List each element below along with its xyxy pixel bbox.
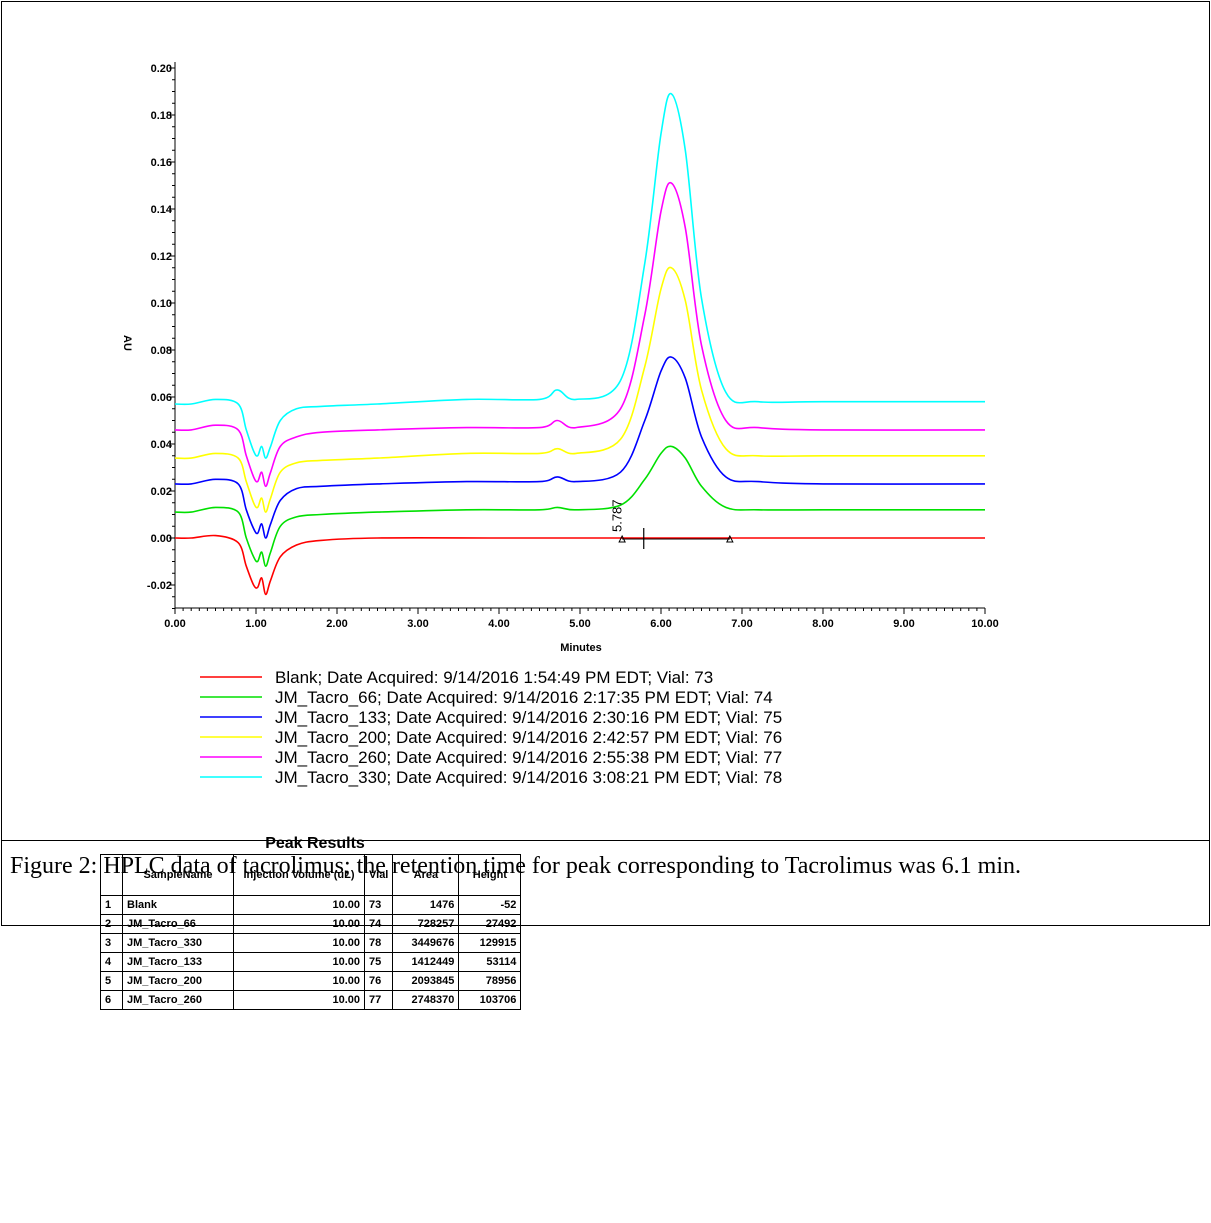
table-cell: 10.00 bbox=[233, 990, 365, 1010]
column-header: SampleName bbox=[122, 854, 234, 896]
peak-annotation: 5.787 bbox=[610, 499, 734, 549]
series-line-5 bbox=[174, 181, 986, 488]
x-tick-label: 7.00 bbox=[731, 618, 752, 630]
series-line-4 bbox=[174, 266, 985, 513]
table-cell: 4 bbox=[100, 952, 123, 972]
table-cell: 27492 bbox=[458, 914, 522, 934]
caption-panel: Figure 2: HPLC data of tacrolimus; the r… bbox=[1, 840, 1210, 926]
y-tick-label: 0.06 bbox=[151, 392, 172, 404]
table-cell: 3449676 bbox=[392, 933, 460, 953]
table-title: Peak Results bbox=[265, 835, 365, 852]
x-tick-label: 4.00 bbox=[488, 618, 509, 630]
column-header: Area bbox=[392, 854, 460, 896]
plot-frame bbox=[174, 62, 985, 609]
peak-end-marker bbox=[726, 534, 734, 543]
y-tick-label: 0.08 bbox=[151, 345, 172, 357]
table-row: 2 JM_Tacro_66 10.00 74 728257 27492 bbox=[100, 914, 522, 934]
table-cell: JM_Tacro_66 bbox=[122, 914, 234, 934]
table-cell: 3 bbox=[100, 933, 123, 953]
table-row: 3 JM_Tacro_330 10.00 78 3449676 129915 bbox=[100, 933, 522, 953]
table-header-row: SampleName Injection Volume (uL) Vial Area H… bbox=[100, 854, 522, 896]
legend-entry-4: JM_Tacro_200; Date Acquired: 9/14/2016 2… bbox=[275, 728, 782, 747]
y-tick-label: 0.18 bbox=[151, 110, 172, 122]
y-tick-label: 0.10 bbox=[151, 298, 172, 310]
table-cell: JM_Tacro_260 bbox=[122, 990, 234, 1010]
table-cell: 5 bbox=[100, 971, 123, 991]
y-tick-label: 0.04 bbox=[151, 439, 173, 451]
y-tick-label: 0.16 bbox=[151, 157, 172, 169]
x-tick-label: 10.00 bbox=[971, 618, 999, 630]
hplc-chromatogram: 5.787 0.00 1.00 2.00 3.00 4.00 5.00 6.00 7.00 8.… bbox=[121, 62, 999, 787]
y-tick-label: 0.12 bbox=[151, 251, 172, 263]
table-row: 5 JM_Tacro_200 10.00 76 2093845 78956 bbox=[100, 971, 522, 991]
legend-entry-3: JM_Tacro_133; Date Acquired: 9/14/2016 2… bbox=[275, 708, 782, 727]
x-tick-label: 5.00 bbox=[569, 618, 590, 630]
table-cell: 6 bbox=[100, 990, 123, 1010]
table-cell: 77 bbox=[363, 990, 394, 1010]
table-cell: 78 bbox=[363, 933, 394, 953]
series-line-2 bbox=[174, 445, 985, 568]
table-cell: 10.00 bbox=[233, 971, 365, 991]
table-cell: 2093845 bbox=[392, 971, 460, 991]
table-cell: 10.00 bbox=[233, 933, 365, 953]
table-cell: 78956 bbox=[458, 971, 522, 991]
table-cell: 1412449 bbox=[392, 952, 460, 972]
legend-entry-6: JM_Tacro_330; Date Acquired: 9/14/2016 3… bbox=[275, 768, 782, 787]
peak-start-marker bbox=[618, 534, 626, 543]
x-tick-label: 0.00 bbox=[164, 618, 185, 630]
table-cell: Blank bbox=[122, 895, 234, 915]
table-cell: 53114 bbox=[458, 952, 522, 972]
table-cell: 2748370 bbox=[392, 990, 460, 1010]
table-cell: 10.00 bbox=[233, 952, 365, 972]
column-header: Injection Volume (uL) bbox=[233, 854, 365, 896]
legend: Blank; Date Acquired: 9/14/2016 1:54:49 … bbox=[200, 668, 782, 787]
peak-retention-label: 5.787 bbox=[610, 499, 625, 532]
x-tick-label: 8.00 bbox=[812, 618, 833, 630]
x-tick-label: 9.00 bbox=[893, 618, 914, 630]
y-tick-label: 0.14 bbox=[151, 204, 173, 216]
table-row: 6 JM_Tacro_260 10.00 77 2748370 103706 bbox=[100, 990, 522, 1010]
x-tick-label: 6.00 bbox=[650, 618, 671, 630]
legend-entry-2: JM_Tacro_66; Date Acquired: 9/14/2016 2:… bbox=[275, 688, 773, 707]
table-cell: JM_Tacro_330 bbox=[122, 933, 234, 953]
table-cell: 129915 bbox=[458, 933, 522, 953]
table-body: 1 Blank 10.00 73 1476 -52 2 JM_Tacro_66 10.00 74 7… bbox=[100, 895, 522, 1010]
x-tick-label: 1.00 bbox=[245, 618, 266, 630]
series-line-3 bbox=[174, 356, 986, 539]
table-cell: 76 bbox=[363, 971, 394, 991]
series-layer bbox=[174, 92, 986, 596]
axis-ticks: 0.00 1.00 2.00 3.00 4.00 5.00 6.00 7.00 8.00 9.00… bbox=[147, 63, 999, 630]
peak-results-table: SampleName Injection Volume (uL) Vial Area H… bbox=[100, 854, 522, 1010]
series-line-6 bbox=[174, 92, 985, 459]
x-axis-label: Minutes bbox=[560, 642, 602, 654]
table-cell: JM_Tacro_133 bbox=[122, 952, 234, 972]
legend-entry-1: Blank; Date Acquired: 9/14/2016 1:54:49 … bbox=[275, 668, 713, 687]
legend-entry-5: JM_Tacro_260; Date Acquired: 9/14/2016 2… bbox=[275, 748, 782, 767]
y-axis-label: AU bbox=[121, 335, 133, 351]
y-tick-label: 0.00 bbox=[151, 533, 172, 545]
x-tick-label: 3.00 bbox=[407, 618, 428, 630]
table-cell: 103706 bbox=[458, 990, 522, 1010]
series-line-1 bbox=[174, 534, 985, 596]
column-header: Vial bbox=[363, 854, 394, 896]
table-cell: 75 bbox=[363, 952, 394, 972]
table-cell: JM_Tacro_200 bbox=[122, 971, 234, 991]
x-tick-label: 2.00 bbox=[326, 618, 347, 630]
table-row: 4 JM_Tacro_133 10.00 75 1412449 53114 bbox=[100, 952, 522, 972]
y-tick-label: 0.02 bbox=[151, 486, 172, 498]
y-tick-label: -0.02 bbox=[147, 580, 172, 592]
y-tick-label: 0.20 bbox=[151, 63, 172, 75]
figure-caption: Figure 2: HPLC data of tacrolimus; the r… bbox=[10, 853, 1021, 879]
